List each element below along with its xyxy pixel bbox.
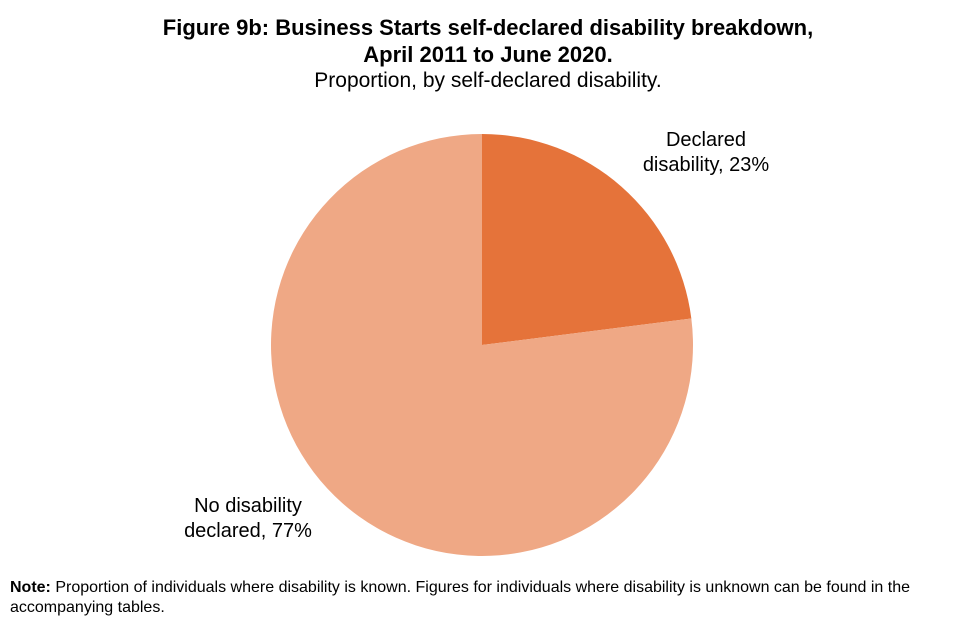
note-text: Proportion of individuals where disabili… <box>10 579 911 616</box>
pie-label-line: Declared <box>666 129 746 151</box>
pie-slice-declared-disability <box>482 134 692 345</box>
chart-title-line-1: Figure 9b: Business Starts self-declared… <box>162 15 814 40</box>
chart-note: Note: Proportion of individuals where di… <box>10 578 950 618</box>
pie-label-no-disability-declared: No disability declared, 77% <box>184 495 312 542</box>
pie-slices <box>270 134 693 556</box>
chart-title-block: Figure 9b: Business Starts self-declared… <box>0 14 960 94</box>
pie-slice-no-disability-declared <box>270 134 693 556</box>
pie-label-line: declared, 77% <box>184 520 312 542</box>
note-label: Note: <box>10 579 51 596</box>
pie-labels: Declared disability, 23% No disability decl… <box>184 129 769 542</box>
pie-label-declared-disability: Declared disability, 23% <box>643 129 770 176</box>
chart-subtitle: Proportion, by self-declared disability. <box>314 69 662 92</box>
pie-label-line: No disability <box>194 495 302 517</box>
chart-title-line-2: April 2011 to June 2020. <box>363 42 613 67</box>
pie-chart: Declared disability, 23% No disability decl… <box>184 129 769 556</box>
pie-label-line: disability, 23% <box>643 154 770 176</box>
